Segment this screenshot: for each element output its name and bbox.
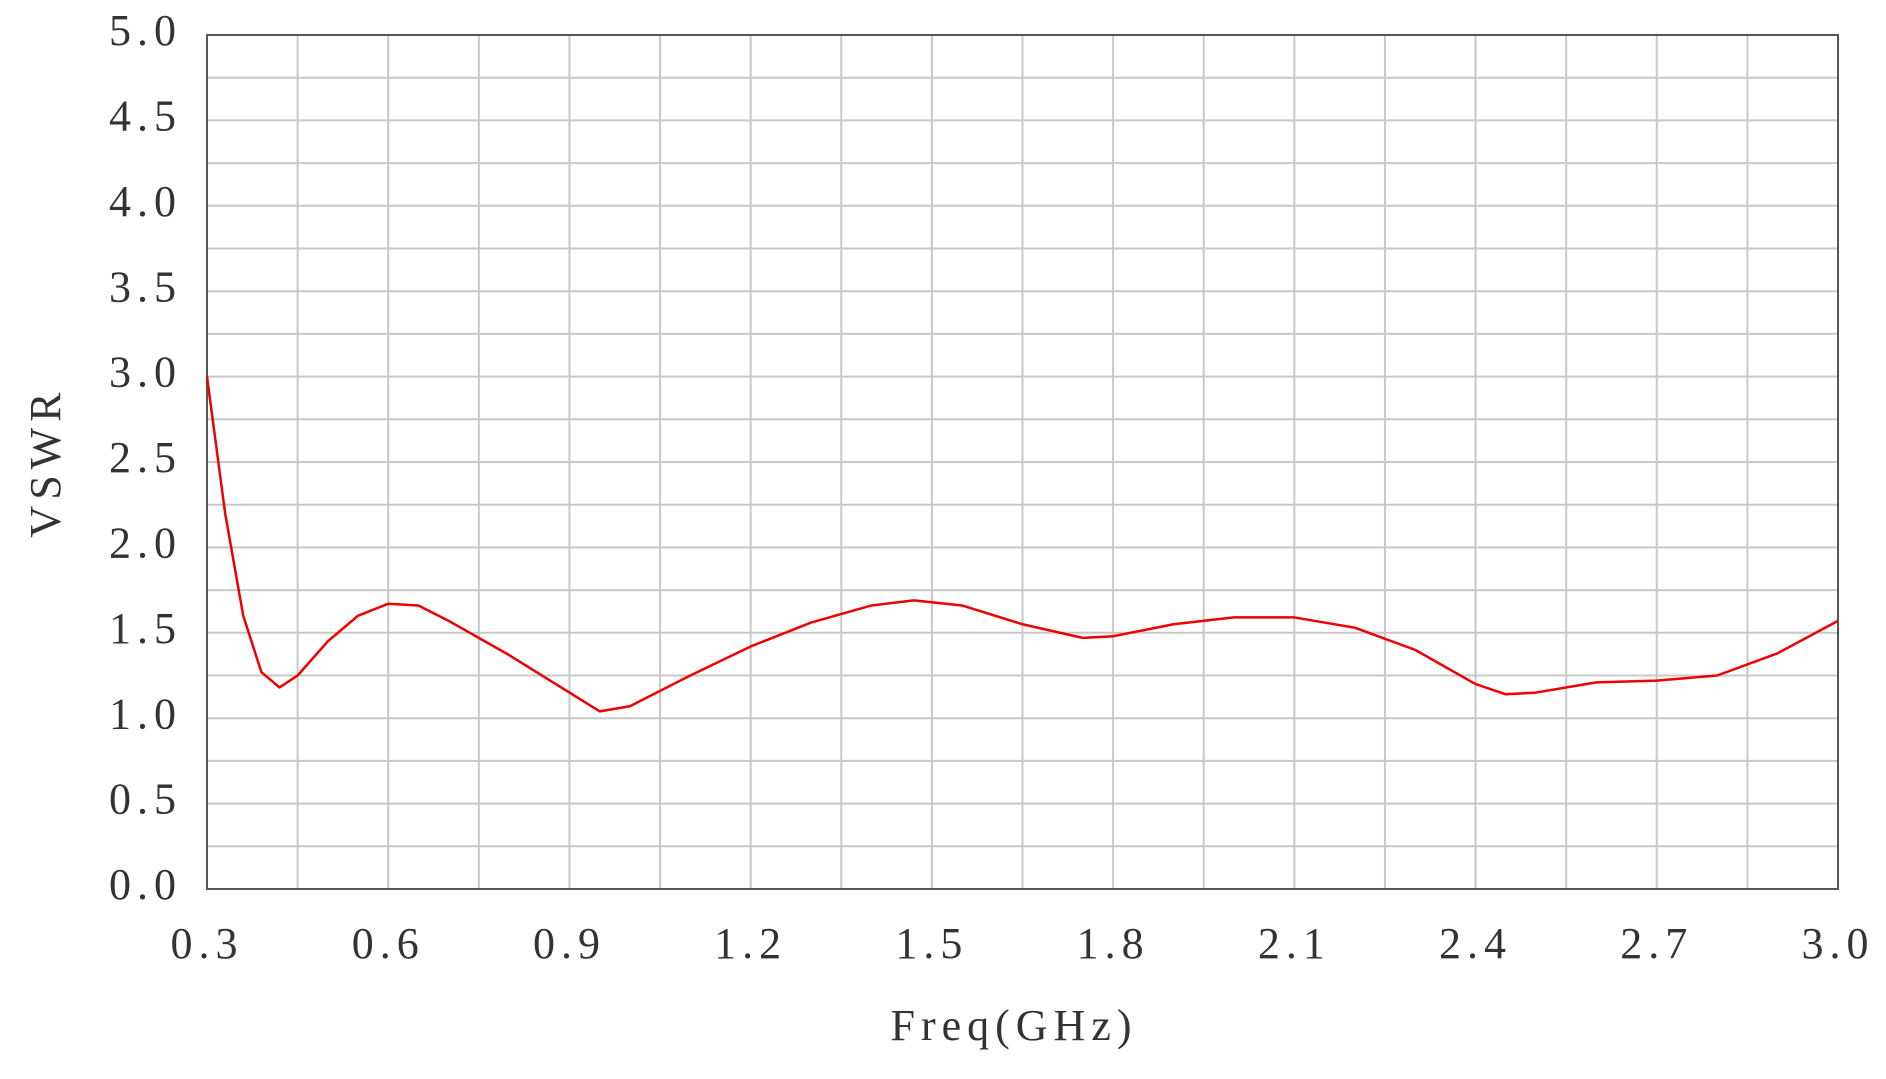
x-tick-label: 0.6 <box>352 919 425 968</box>
data-line <box>205 376 1839 713</box>
y-tick-label: 3.5 <box>109 262 182 311</box>
x-tick-label: 3.0 <box>1802 919 1875 968</box>
y-tick-label: 3.0 <box>109 348 182 397</box>
x-tick-label: 0.9 <box>533 919 606 968</box>
x-tick-label: 1.8 <box>1077 919 1150 968</box>
x-tick-label: 2.1 <box>1258 919 1331 968</box>
x-tick-label: 2.4 <box>1439 919 1512 968</box>
y-tick-label: 2.0 <box>109 518 182 567</box>
x-tick-label: 2.7 <box>1620 919 1693 968</box>
y-tick-label: 1.5 <box>109 604 182 653</box>
x-tick-label: 0.3 <box>171 919 244 968</box>
y-axis-label: VSWR <box>21 386 70 537</box>
x-tick-label: 1.5 <box>895 919 968 968</box>
y-tick-label: 1.0 <box>109 689 182 738</box>
x-tick-label: 1.2 <box>714 919 787 968</box>
y-tick-label: 0.5 <box>109 775 182 824</box>
y-tick-label: 4.5 <box>109 91 182 140</box>
y-tick-label: 5.0 <box>109 6 182 55</box>
y-tick-label: 2.5 <box>109 433 182 482</box>
y-tick-label: 0.0 <box>109 860 182 909</box>
y-tick-label: 4.0 <box>109 177 182 226</box>
x-axis-label: Freq(GHz) <box>890 1001 1137 1050</box>
plot-frame <box>206 34 1839 890</box>
